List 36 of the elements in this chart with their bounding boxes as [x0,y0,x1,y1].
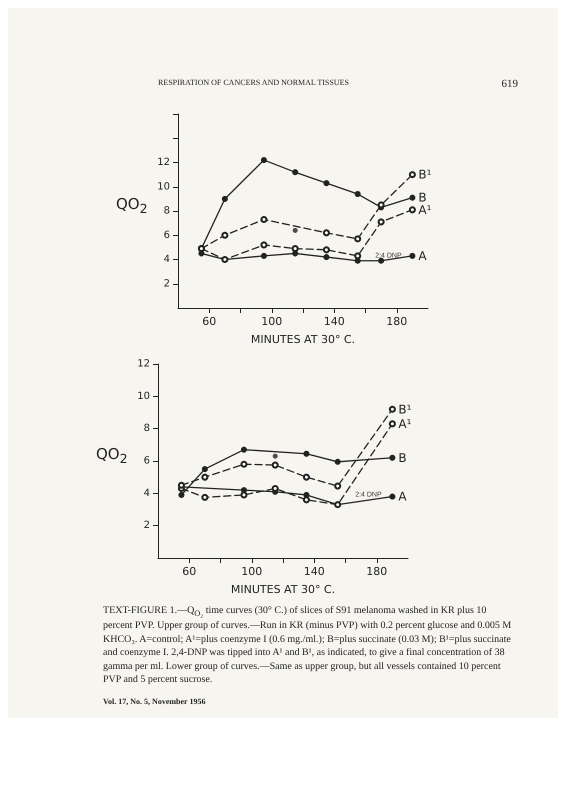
y-tick-label: 2 [144,520,150,532]
x-tick-label: 100 [241,565,262,578]
series-label: A [398,490,408,504]
y-tick-label: 4 [164,254,170,265]
x-tick-label: 140 [304,565,325,578]
series-label: B¹ [398,402,412,416]
y-tick-label: 6 [164,230,170,241]
series-label: B [398,450,407,465]
y-tick-label: 12 [157,157,170,168]
x-tick-label: 60 [182,565,196,578]
y-axis-title: QO$_{2}$ [116,195,148,216]
y-tick-label: 4 [144,488,150,499]
x-tick-label: 180 [366,565,388,578]
series-label: B [418,190,427,205]
series-label: B¹ [418,168,432,182]
x-axis-title: MINUTES AT 30° C. [230,583,336,596]
series-label: A¹ [398,416,412,431]
text: RESPIRATION OF CANCERS AND NORMAL TISSUES [158,78,349,89]
y-axis-title: QO$_{2}$ [96,445,128,466]
y-tick-label: 6 [144,456,150,466]
x-axis-title: MINUTES AT 30° C. [250,333,356,346]
x-tick-label: 180 [386,315,408,328]
y-tick-label: 2 [164,278,170,290]
series-label: A [418,248,428,263]
y-tick-label: 10 [157,181,170,192]
text: TEXT-FIGURE 1.—Q$_{O₂}$ time curves (30° C.) of slices of S91 melanoma washed in KR plus 10 percent PVP. Upper group of curves.—Run in KR (minus PVP) with 0.2 percent glucose and 0.005 M KHCO₃. A=control; A¹=plus coenzyme I (0.6 mg./ml.); B=plus succinate (0.03 M); B¹=plus succinate and coenzyme I. 2,4-DNP was tipped into A¹ and B¹, as indicated, to give a final concentration of 38 gamma per ml. Lower group of curves.—Same as upper group, but all vessels contained 10 percent PVP and 5 percent sucrose. [103,604,512,687]
y-tick-label: 8 [164,206,170,216]
y-tick-label: 8 [144,423,150,434]
text: Vol. 17, No. 5, November 1956 [103,696,206,708]
x-tick-label: 140 [324,315,345,328]
y-tick-label: 12 [137,358,150,370]
x-tick-label: 60 [202,315,216,328]
text: 619 [502,78,518,90]
x-tick-label: 100 [261,315,282,328]
y-tick-label: 10 [137,390,150,402]
series-label: A¹ [418,202,432,217]
